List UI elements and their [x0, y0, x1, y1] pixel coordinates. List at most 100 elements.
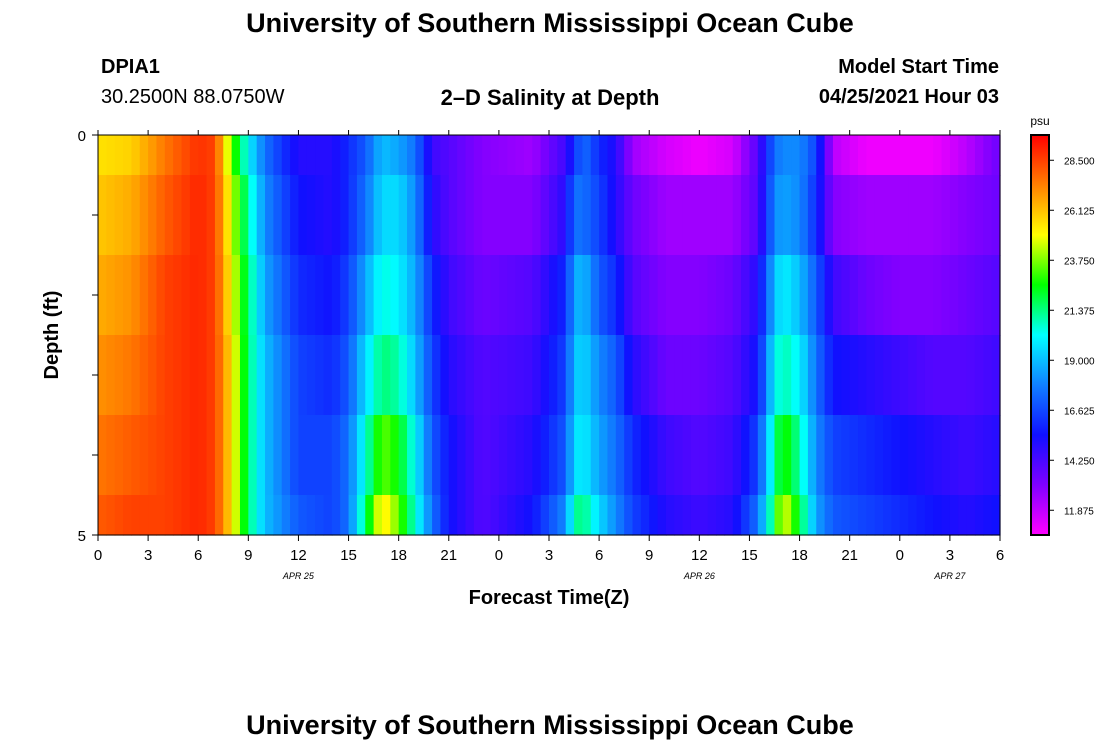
heatmap-cell	[674, 135, 684, 176]
heatmap-cell	[139, 175, 149, 256]
heatmap-cell	[273, 255, 283, 336]
heatmap-cell	[983, 335, 993, 416]
heatmap-cell	[290, 415, 300, 496]
heatmap-cell	[974, 175, 984, 256]
heatmap-cell	[874, 335, 884, 416]
heatmap-cell	[657, 335, 667, 416]
heatmap-cell	[690, 175, 700, 256]
heatmap-cell	[181, 335, 191, 416]
heatmap-cell	[432, 415, 442, 496]
heatmap-cell	[256, 175, 266, 256]
heatmap-cell	[223, 255, 233, 336]
heatmap-cell	[248, 175, 258, 256]
heatmap-cell	[807, 135, 817, 176]
heatmap-cell	[532, 175, 542, 256]
heatmap-cell	[858, 135, 867, 176]
heatmap-cell	[674, 415, 684, 496]
heatmap-cell	[98, 335, 107, 416]
heatmap-cell	[991, 135, 1001, 176]
heatmap-cell	[891, 415, 901, 496]
heatmap-cell	[114, 335, 124, 416]
heatmap-cell	[448, 175, 458, 256]
heatmap-cell	[933, 175, 943, 256]
heatmap-cell	[724, 495, 734, 536]
heatmap-cell	[640, 135, 650, 176]
heatmap-cell	[473, 135, 483, 176]
heatmap-cell	[98, 415, 107, 496]
heatmap-cell	[858, 415, 867, 496]
heatmap-cell	[983, 495, 993, 536]
heatmap-cell	[565, 175, 575, 256]
heatmap-cell	[290, 495, 300, 536]
heatmap-cell	[841, 335, 851, 416]
heatmap-cell	[540, 135, 550, 176]
heatmap-cell	[164, 495, 174, 536]
heatmap-cell	[106, 255, 116, 336]
heatmap-cell	[741, 335, 751, 416]
heatmap-cell	[624, 495, 634, 536]
heatmap-cell	[390, 135, 400, 176]
heatmap-cell	[181, 175, 191, 256]
heatmap-cell	[741, 255, 751, 336]
heatmap-cell	[365, 175, 375, 256]
heatmap-cell	[214, 335, 224, 416]
heatmap-cell	[231, 255, 241, 336]
heatmap-cell	[916, 495, 926, 536]
heatmap-cell	[457, 175, 467, 256]
heatmap-cell	[866, 335, 876, 416]
heatmap-cell	[816, 135, 826, 176]
heatmap-cell	[899, 175, 909, 256]
colorbar-tick-label: 19.000	[1064, 356, 1095, 367]
heatmap-cell	[816, 495, 826, 536]
heatmap-cell	[924, 135, 934, 176]
heatmap-cell	[916, 255, 926, 336]
heatmap-cell	[707, 335, 717, 416]
heatmap-cell	[582, 495, 592, 536]
heatmap-cell	[749, 255, 759, 336]
heatmap-cell	[173, 415, 183, 496]
heatmap-cell	[198, 335, 208, 416]
heatmap-cell	[323, 415, 333, 496]
heatmap-cell	[749, 415, 759, 496]
heatmap-cell	[390, 415, 400, 496]
heatmap-cell	[498, 415, 508, 496]
x-tick-label: 21	[440, 547, 457, 564]
heatmap-cell	[415, 135, 425, 176]
heatmap-cell	[231, 415, 241, 496]
heatmap-cell	[665, 135, 675, 176]
heatmap-cell	[565, 495, 575, 536]
heatmap-cell	[849, 175, 859, 256]
heatmap-cell	[657, 415, 667, 496]
heatmap-cell	[381, 495, 391, 536]
date-label: APR 27	[933, 571, 966, 581]
heatmap-cell	[632, 415, 642, 496]
heatmap-cell	[173, 255, 183, 336]
heatmap-cell	[298, 415, 308, 496]
heatmap-cell	[281, 415, 291, 496]
heatmap-cell	[315, 255, 325, 336]
heatmap-cell	[590, 255, 600, 336]
heatmap-cell	[423, 255, 433, 336]
heatmap-cell	[507, 415, 517, 496]
heatmap-cell	[139, 255, 149, 336]
heatmap-cell	[624, 335, 634, 416]
heatmap-cell	[632, 495, 642, 536]
heatmap-cell	[883, 175, 893, 256]
heatmap-cell	[849, 335, 859, 416]
heatmap-cell	[256, 135, 266, 176]
heatmap-cell	[707, 255, 717, 336]
heatmap-cell	[590, 335, 600, 416]
heatmap-cell	[189, 495, 199, 536]
heatmap-cell	[448, 255, 458, 336]
heatmap-cell	[173, 135, 183, 176]
heatmap-cell	[340, 175, 350, 256]
heatmap-cell	[590, 415, 600, 496]
heatmap-cell	[716, 335, 725, 416]
heatmap-cell	[390, 255, 400, 336]
heatmap-cell	[214, 135, 224, 176]
heatmap-cell	[315, 335, 325, 416]
heatmap-cell	[707, 495, 717, 536]
heatmap-cell	[866, 135, 876, 176]
heatmap-cell	[340, 415, 350, 496]
heatmap-cell	[841, 495, 851, 536]
